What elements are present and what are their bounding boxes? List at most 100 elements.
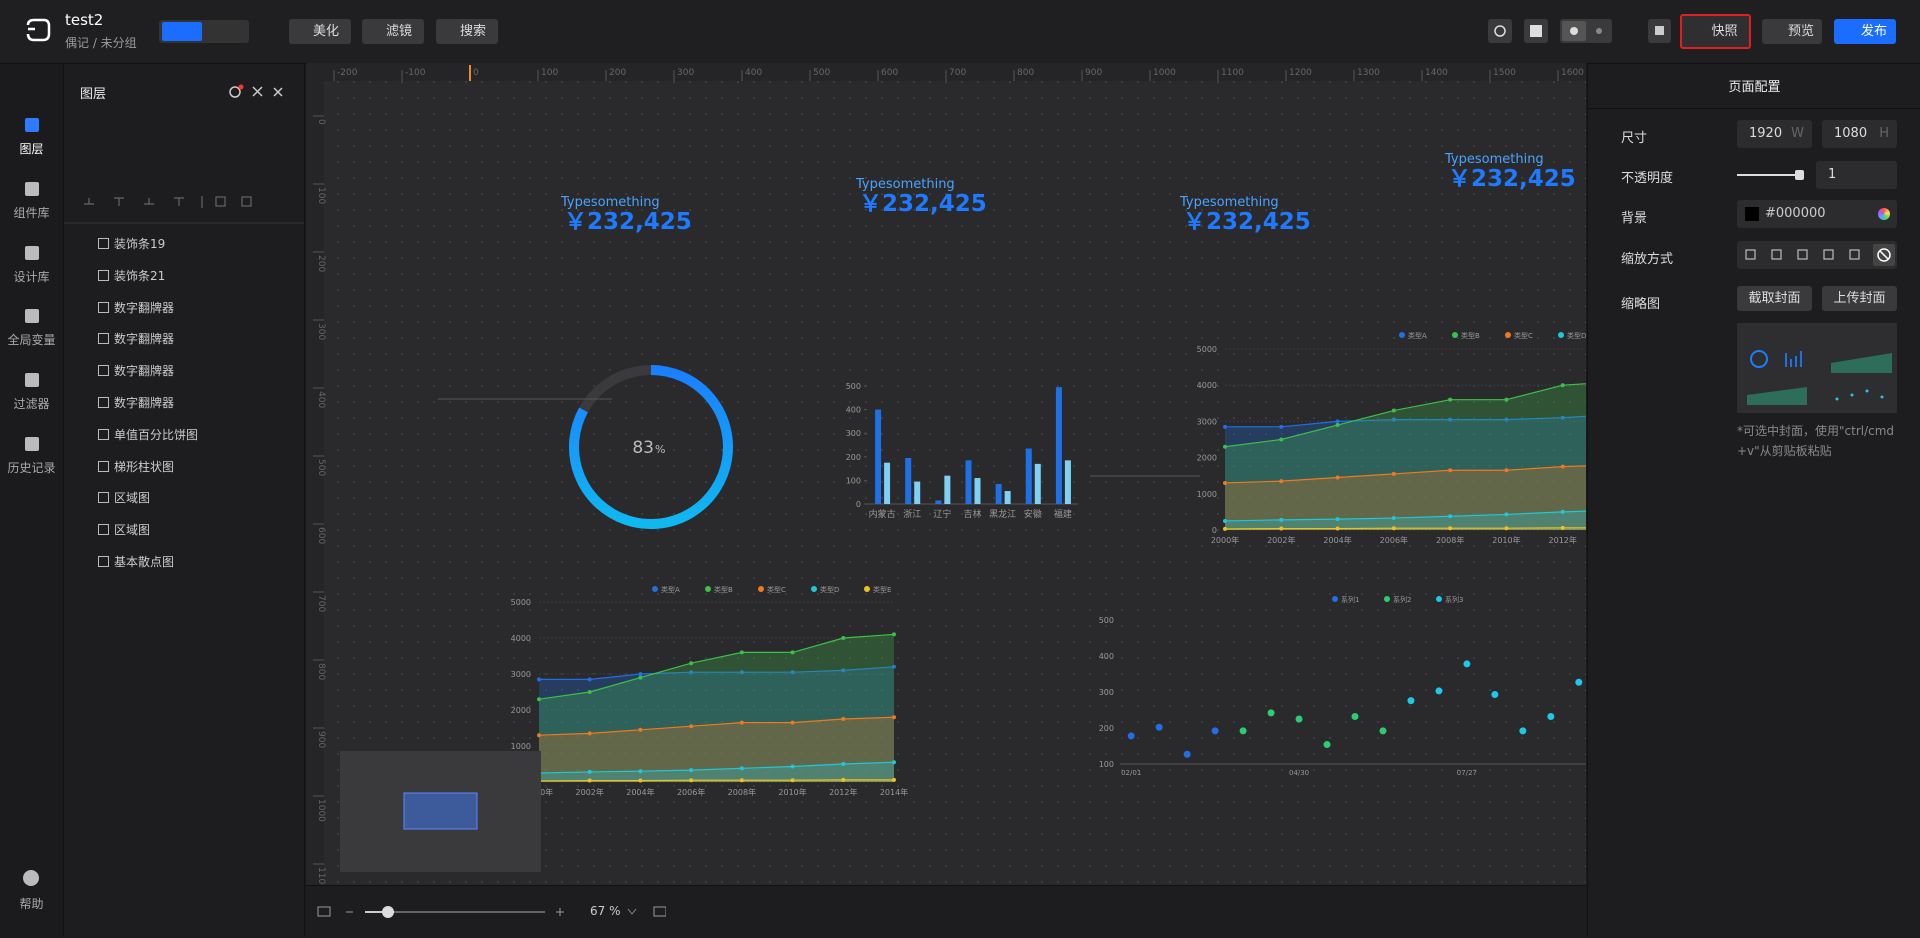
layer-glyph [98, 460, 109, 472]
ring-unit: % [655, 443, 665, 456]
thumb-button[interactable]: 截取封面 [1737, 286, 1812, 311]
area-line [1224, 527, 1586, 530]
scatter-point [1267, 709, 1275, 717]
scatter-point [1547, 712, 1555, 720]
layer-item[interactable]: 区域图 [64, 483, 304, 513]
area-point [537, 733, 541, 738]
legend-label: 类型D [820, 585, 839, 594]
bar [944, 475, 951, 504]
area-point [841, 636, 846, 640]
ruler-label: 700 [316, 595, 326, 612]
area-point [1279, 437, 1284, 442]
height-value: 1080 [1834, 126, 1868, 141]
help[interactable]: 帮助 [19, 897, 44, 911]
x-tick-label: 2012年 [829, 787, 857, 797]
layer-icon [98, 365, 109, 377]
y-tick-label: 400 [1099, 652, 1114, 661]
scatter-point [1435, 687, 1443, 695]
comment-icon[interactable] [1648, 19, 1672, 44]
legend-label: 系列1 [1341, 595, 1359, 604]
area-point [689, 768, 694, 773]
area-point [1335, 526, 1340, 531]
divider [1588, 108, 1920, 109]
area-point [841, 777, 846, 782]
legend-label: 系列3 [1445, 595, 1463, 604]
area-point [1223, 444, 1227, 449]
layer-tools[interactable] [228, 84, 298, 100]
mode-toggle[interactable] [159, 20, 249, 43]
nav-item[interactable]: 图层 [19, 142, 44, 156]
background-input[interactable]: #000000 [1737, 200, 1897, 228]
scatter-point [1379, 727, 1387, 735]
layer-item[interactable]: 基本散点图 [64, 547, 304, 577]
legend-label: 类型B [1461, 331, 1480, 340]
layer-glyph [98, 365, 109, 377]
area-point [587, 778, 592, 783]
area-point [1223, 518, 1227, 523]
y-tick-label: 3000 [1197, 417, 1217, 426]
nav-item[interactable]: 过滤器 [13, 397, 50, 411]
side-nav: 图层组件库设计库全局变量过滤器历史记录帮助 [0, 64, 64, 937]
tool-button[interactable]: 滤镜 [362, 19, 424, 44]
x-tick-label: 04/30 [1289, 769, 1309, 777]
tool-button[interactable]: 搜索 [436, 19, 498, 44]
number-title: Typesomething [1444, 152, 1544, 167]
nav-item[interactable]: 组件库 [13, 206, 50, 220]
legend-label: 类型C [767, 585, 786, 594]
action-button[interactable]: 快照 [1680, 14, 1751, 49]
area-point [1279, 424, 1284, 429]
layer-item[interactable]: 梯形柱状图 [64, 452, 304, 482]
bar [1025, 448, 1032, 504]
x-tick-label: 2010年 [778, 787, 806, 797]
layer-name: 基本散点图 [114, 555, 175, 569]
zoom-value[interactable]: 67 % [590, 904, 621, 918]
y-tick-label: 0 [856, 500, 861, 509]
nav-item[interactable]: 设计库 [13, 270, 50, 284]
layer-glyph [98, 556, 109, 567]
area-point [1279, 479, 1284, 484]
layer-item[interactable]: 单值百分比饼图 [64, 420, 304, 450]
nav-item[interactable]: 全局变量 [7, 333, 56, 347]
layer-glyph [98, 301, 109, 313]
layer-item[interactable]: 数字翻牌器 [64, 293, 304, 323]
action-button[interactable]: 预览 [1762, 19, 1822, 44]
ruler-left [306, 63, 324, 885]
ruler-label: 600 [881, 68, 898, 78]
width-unit: W [1791, 126, 1804, 141]
layer-item[interactable]: 数字翻牌器 [64, 356, 304, 386]
align-tools[interactable] [64, 190, 304, 226]
scale-modes[interactable] [1737, 241, 1899, 269]
y-tick-label: 200 [846, 453, 861, 462]
nav-glyph [25, 373, 39, 387]
layer-icon [98, 492, 109, 504]
layer-item[interactable]: 装饰条19 [64, 229, 304, 259]
scatter-point [1295, 715, 1303, 723]
layer-item[interactable]: 数字翻牌器 [64, 324, 304, 354]
layer-item[interactable]: 区域图 [64, 515, 304, 545]
layer-name: 装饰条19 [114, 237, 166, 251]
tool-button[interactable]: 美化 [289, 19, 351, 44]
x-tick-label: 2014年 [880, 787, 908, 797]
action-button[interactable]: 发布 [1834, 19, 1896, 44]
opacity-input[interactable]: 1 [1816, 161, 1897, 189]
view-icons[interactable] [1488, 19, 1618, 44]
y-tick-label: 100 [846, 476, 861, 485]
layer-item[interactable]: 数字翻牌器 [64, 388, 304, 418]
height-input[interactable]: 1080 H [1822, 120, 1897, 148]
number-value: ￥232,425 [859, 191, 987, 217]
nav-item[interactable]: 历史记录 [7, 461, 56, 475]
scatter-point [1155, 723, 1163, 731]
edit-mode[interactable] [162, 22, 202, 41]
width-input[interactable]: 1920 W [1737, 120, 1812, 148]
scatter-point [1183, 750, 1191, 758]
thumb-button[interactable]: 上传封面 [1822, 286, 1897, 311]
bar [1064, 460, 1071, 504]
area-point [1391, 526, 1396, 531]
zoom-controls[interactable] [306, 886, 666, 938]
layer-item[interactable]: 装饰条21 [64, 261, 304, 291]
area-point [841, 717, 846, 721]
color-picker[interactable] [1878, 208, 1890, 220]
opacity-slider[interactable] [1737, 161, 1807, 189]
area-point [841, 762, 846, 766]
